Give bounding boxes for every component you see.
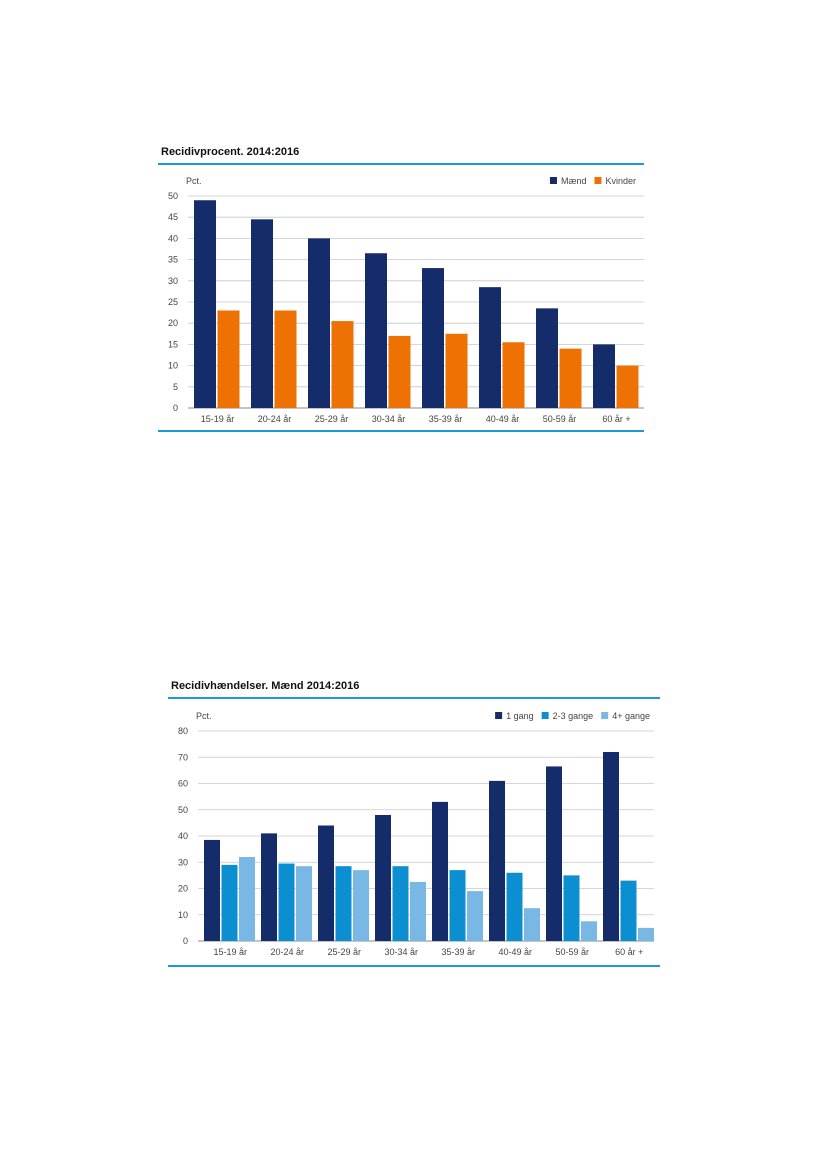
x-tick-label: 20-24 år bbox=[258, 414, 292, 424]
x-tick-label: 15-19 år bbox=[213, 947, 247, 957]
x-tick-label: 25-29 år bbox=[315, 414, 349, 424]
legend-label: 2-3 gange bbox=[553, 711, 594, 721]
y-tick-label: 30 bbox=[178, 857, 188, 867]
bar bbox=[422, 268, 444, 408]
bar bbox=[593, 344, 615, 408]
bar bbox=[479, 287, 501, 408]
bar bbox=[489, 780, 505, 941]
x-tick-label: 15-19 år bbox=[201, 414, 235, 424]
bar bbox=[365, 253, 387, 408]
y-tick-label: 10 bbox=[178, 910, 188, 920]
bar bbox=[506, 872, 523, 941]
legend-label: 4+ gange bbox=[612, 711, 650, 721]
x-tick-label: 40-49 år bbox=[486, 414, 520, 424]
x-tick-label: 50-59 år bbox=[543, 414, 577, 424]
bar bbox=[616, 365, 639, 408]
x-tick-label: 35-39 år bbox=[429, 414, 463, 424]
y-tick-label: 50 bbox=[168, 191, 178, 201]
bar bbox=[251, 219, 273, 408]
chart-recidivprocent: Recidivprocent. 2014:2016 Pct. 0 5 10 15 20 25… bbox=[158, 143, 644, 434]
bottom-rule bbox=[158, 430, 644, 432]
legend-swatch bbox=[541, 712, 549, 719]
y-tick-label: 10 bbox=[168, 361, 178, 371]
y-tick-label: 5 bbox=[173, 382, 178, 392]
y-axis-label: Pct. bbox=[196, 711, 212, 721]
x-tick-label: 50-59 år bbox=[555, 947, 589, 957]
y-tick-label: 25 bbox=[168, 297, 178, 307]
bar bbox=[445, 333, 468, 408]
x-tick-label: 40-49 år bbox=[498, 947, 532, 957]
y-axis-label: Pct. bbox=[186, 176, 202, 186]
legend-label: 1 gang bbox=[506, 711, 534, 721]
bar bbox=[546, 766, 562, 941]
y-tick-label: 0 bbox=[183, 936, 188, 946]
bar bbox=[467, 891, 483, 941]
x-tick-label: 30-34 år bbox=[384, 947, 418, 957]
bar bbox=[620, 880, 637, 941]
bar bbox=[410, 881, 426, 941]
title-rule bbox=[158, 163, 644, 165]
bar bbox=[204, 839, 220, 941]
x-tick-label: 35-39 år bbox=[441, 947, 475, 957]
bar bbox=[335, 866, 352, 941]
x-tick-label: 30-34 år bbox=[372, 414, 406, 424]
y-tick-label: 70 bbox=[178, 752, 188, 762]
legend-label: Kvinder bbox=[605, 176, 636, 186]
y-tick-label: 40 bbox=[168, 233, 178, 243]
y-tick-label: 60 bbox=[178, 779, 188, 789]
bottom-rule bbox=[168, 965, 660, 967]
title-rule bbox=[168, 697, 660, 699]
bar bbox=[239, 857, 255, 941]
chart-recidivhaendelser: Recidivhændelser. Mænd 2014:2016 Pct. 0 10… bbox=[168, 677, 660, 969]
bar bbox=[278, 863, 295, 941]
x-tick-label: 25-29 år bbox=[327, 947, 361, 957]
legend-swatch bbox=[549, 177, 557, 184]
bar bbox=[603, 752, 619, 941]
bar bbox=[221, 864, 238, 941]
legend-swatch bbox=[495, 712, 503, 719]
y-tick-label: 50 bbox=[178, 805, 188, 815]
bar bbox=[559, 348, 582, 408]
x-tick-label: 60 år + bbox=[615, 947, 643, 957]
y-tick-label: 20 bbox=[178, 884, 188, 894]
chart-title: Recidivprocent. 2014:2016 bbox=[161, 146, 300, 158]
bar bbox=[524, 908, 540, 941]
y-tick-label: 80 bbox=[178, 726, 188, 736]
bar bbox=[194, 200, 216, 408]
legend-label: Mænd bbox=[561, 176, 587, 186]
bar bbox=[392, 866, 409, 941]
y-tick-label: 15 bbox=[168, 339, 178, 349]
y-tick-label: 20 bbox=[168, 318, 178, 328]
bar bbox=[217, 310, 240, 408]
y-tick-label: 40 bbox=[178, 831, 188, 841]
bar bbox=[432, 801, 448, 941]
bar bbox=[308, 238, 330, 408]
chart-title: Recidivhændelser. Mænd 2014:2016 bbox=[171, 680, 360, 692]
bar bbox=[375, 815, 391, 941]
y-tick-label: 0 bbox=[173, 403, 178, 413]
bar bbox=[318, 825, 334, 941]
bar bbox=[638, 927, 654, 941]
x-tick-label: 20-24 år bbox=[270, 947, 304, 957]
y-tick-label: 30 bbox=[168, 276, 178, 286]
bar bbox=[261, 833, 277, 941]
bar bbox=[563, 875, 580, 941]
x-tick-label: 60 år + bbox=[602, 414, 630, 424]
bar bbox=[331, 321, 354, 408]
bar bbox=[388, 335, 411, 408]
chart-plot: Pct. 0 5 10 15 20 25 30 35 40 45 50 15-19 år 20-24 år… bbox=[168, 176, 644, 424]
bar bbox=[296, 866, 312, 941]
y-tick-label: 45 bbox=[168, 212, 178, 222]
bar bbox=[502, 342, 525, 408]
legend-swatch bbox=[594, 177, 602, 184]
chart-plot: Pct. 0 10 20 30 40 50 60 70 80 15-19 år 20-24 år 25-… bbox=[178, 711, 654, 957]
bar bbox=[449, 870, 466, 941]
legend-swatch bbox=[601, 712, 609, 719]
bar bbox=[353, 870, 369, 941]
bar bbox=[274, 310, 297, 408]
bar bbox=[536, 308, 558, 408]
bar bbox=[581, 921, 597, 941]
y-tick-label: 35 bbox=[168, 255, 178, 265]
